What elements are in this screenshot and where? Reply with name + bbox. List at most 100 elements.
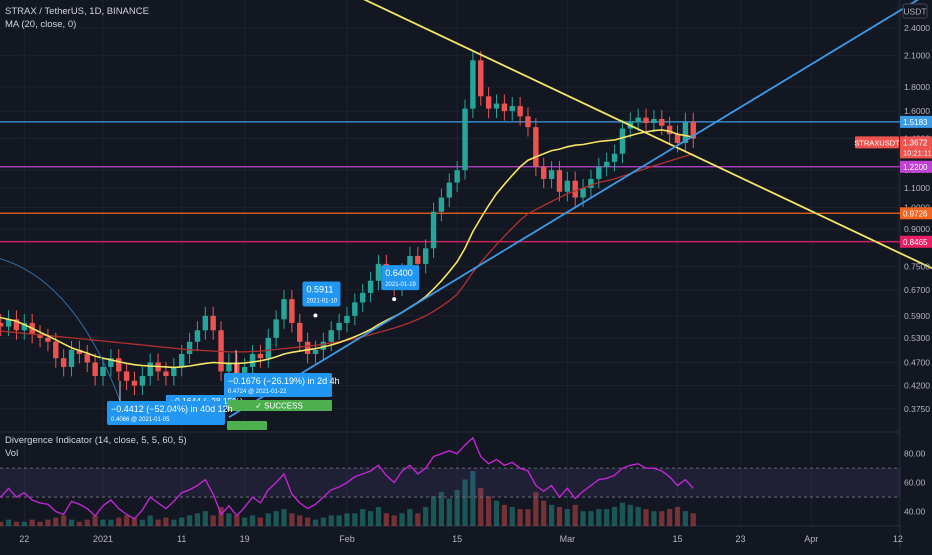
candle-body[interactable] <box>60 358 67 367</box>
candle-body[interactable] <box>273 319 279 338</box>
candle-body[interactable] <box>659 118 665 126</box>
success-badge[interactable] <box>227 400 332 411</box>
pivot-label-box[interactable] <box>302 281 341 307</box>
candle-body[interactable] <box>344 315 350 323</box>
level-price-tag[interactable] <box>900 160 932 173</box>
candle-body[interactable] <box>265 337 271 359</box>
candle-body[interactable] <box>611 153 618 162</box>
level-price-tag[interactable] <box>900 235 932 248</box>
candle-body[interactable] <box>241 366 248 377</box>
move-label-2[interactable] <box>107 401 225 425</box>
candle-body[interactable] <box>194 330 201 342</box>
candle-body[interactable] <box>415 255 421 264</box>
candle-body[interactable] <box>92 362 98 377</box>
symbol-tag[interactable] <box>855 136 899 149</box>
symbol-legend[interactable]: STRAX / TetherUS, 1D, BINANCE <box>5 6 149 17</box>
ma20-line[interactable] <box>0 129 694 369</box>
candle-body[interactable] <box>462 108 468 171</box>
candle-body[interactable] <box>336 322 342 331</box>
candle-body[interactable] <box>588 178 594 189</box>
candle-body[interactable] <box>485 96 492 109</box>
candle-body[interactable] <box>45 337 51 342</box>
candle-body[interactable] <box>375 263 382 281</box>
divergence-legend[interactable]: Divergence Indicator (14, close, 5, 5, 6… <box>5 435 187 446</box>
candle-body[interactable] <box>68 349 75 367</box>
candle-body[interactable] <box>53 341 59 359</box>
trendline[interactable] <box>228 0 932 419</box>
candle-body[interactable] <box>422 248 429 264</box>
volume-legend[interactable]: Vol <box>5 448 18 459</box>
move-label-1[interactable] <box>224 373 332 397</box>
candle-body[interactable] <box>533 127 539 167</box>
arc-drawing[interactable] <box>0 258 121 401</box>
candle-body[interactable] <box>116 358 122 372</box>
candle-body[interactable] <box>328 330 334 342</box>
candle-body[interactable] <box>281 299 287 320</box>
ma-legend[interactable]: MA (20, close, 0) <box>5 19 76 30</box>
candle-body[interactable] <box>619 128 626 154</box>
candle-body[interactable] <box>186 341 193 354</box>
candle-body[interactable] <box>360 292 366 303</box>
candle-body[interactable] <box>320 341 327 350</box>
candle-body[interactable] <box>37 334 43 338</box>
candle-body[interactable] <box>556 170 563 192</box>
candle-body[interactable] <box>509 106 515 112</box>
candle-body[interactable] <box>13 319 20 331</box>
pivot-label-box[interactable] <box>381 265 420 291</box>
candle-body[interactable] <box>147 362 153 377</box>
candle-body[interactable] <box>123 371 130 381</box>
candle-body[interactable] <box>572 180 578 198</box>
candle-body[interactable] <box>603 161 610 167</box>
candle-body[interactable] <box>226 362 232 372</box>
currency-button[interactable] <box>902 3 928 19</box>
candle-body[interactable] <box>407 255 413 273</box>
candle-body[interactable] <box>541 166 547 179</box>
candle-body[interactable] <box>430 211 437 249</box>
candle-body[interactable] <box>548 170 555 179</box>
candle-body[interactable] <box>690 121 696 139</box>
trendline[interactable] <box>300 0 932 338</box>
candle-body[interactable] <box>297 322 303 342</box>
current-price-tag[interactable] <box>900 136 932 159</box>
candle-body[interactable] <box>367 280 374 293</box>
candle-body[interactable] <box>76 349 83 354</box>
candle-body[interactable] <box>139 376 146 386</box>
candle-body[interactable] <box>352 302 358 316</box>
candle-body[interactable] <box>666 125 673 135</box>
candle-body[interactable] <box>171 366 177 377</box>
candle-body[interactable] <box>517 106 523 117</box>
candle-body[interactable] <box>289 299 295 323</box>
candle-body[interactable] <box>596 166 602 179</box>
candle-body[interactable] <box>234 362 240 377</box>
candle-body[interactable] <box>210 315 216 331</box>
candle-body[interactable] <box>643 117 649 124</box>
candle-body[interactable] <box>446 182 452 198</box>
candle-body[interactable] <box>163 371 169 377</box>
level-price-tag[interactable] <box>900 207 932 220</box>
candle-body[interactable] <box>470 60 476 109</box>
candle-body[interactable] <box>304 341 311 354</box>
candle-body[interactable] <box>635 117 641 122</box>
candle-body[interactable] <box>580 188 586 198</box>
candle-body[interactable] <box>682 121 689 143</box>
candle-body[interactable] <box>84 353 90 363</box>
candle-body[interactable] <box>0 322 4 327</box>
candle-body[interactable] <box>100 366 106 377</box>
candle-body[interactable] <box>108 358 114 367</box>
candle-body[interactable] <box>501 103 508 112</box>
candle-body[interactable] <box>525 116 531 128</box>
candle-body[interactable] <box>21 322 27 331</box>
candle-body[interactable] <box>312 349 319 354</box>
candle-body[interactable] <box>454 170 460 183</box>
candle-body[interactable] <box>493 103 500 109</box>
candle-body[interactable] <box>249 353 256 367</box>
candle-body[interactable] <box>179 353 185 367</box>
level-price-tag[interactable] <box>900 115 932 128</box>
candle-body[interactable] <box>674 134 681 143</box>
candle-body[interactable] <box>564 180 571 192</box>
candle-body[interactable] <box>131 380 138 386</box>
candle-body[interactable] <box>257 353 264 359</box>
candle-body[interactable] <box>478 60 484 97</box>
candle-body[interactable] <box>202 315 209 331</box>
